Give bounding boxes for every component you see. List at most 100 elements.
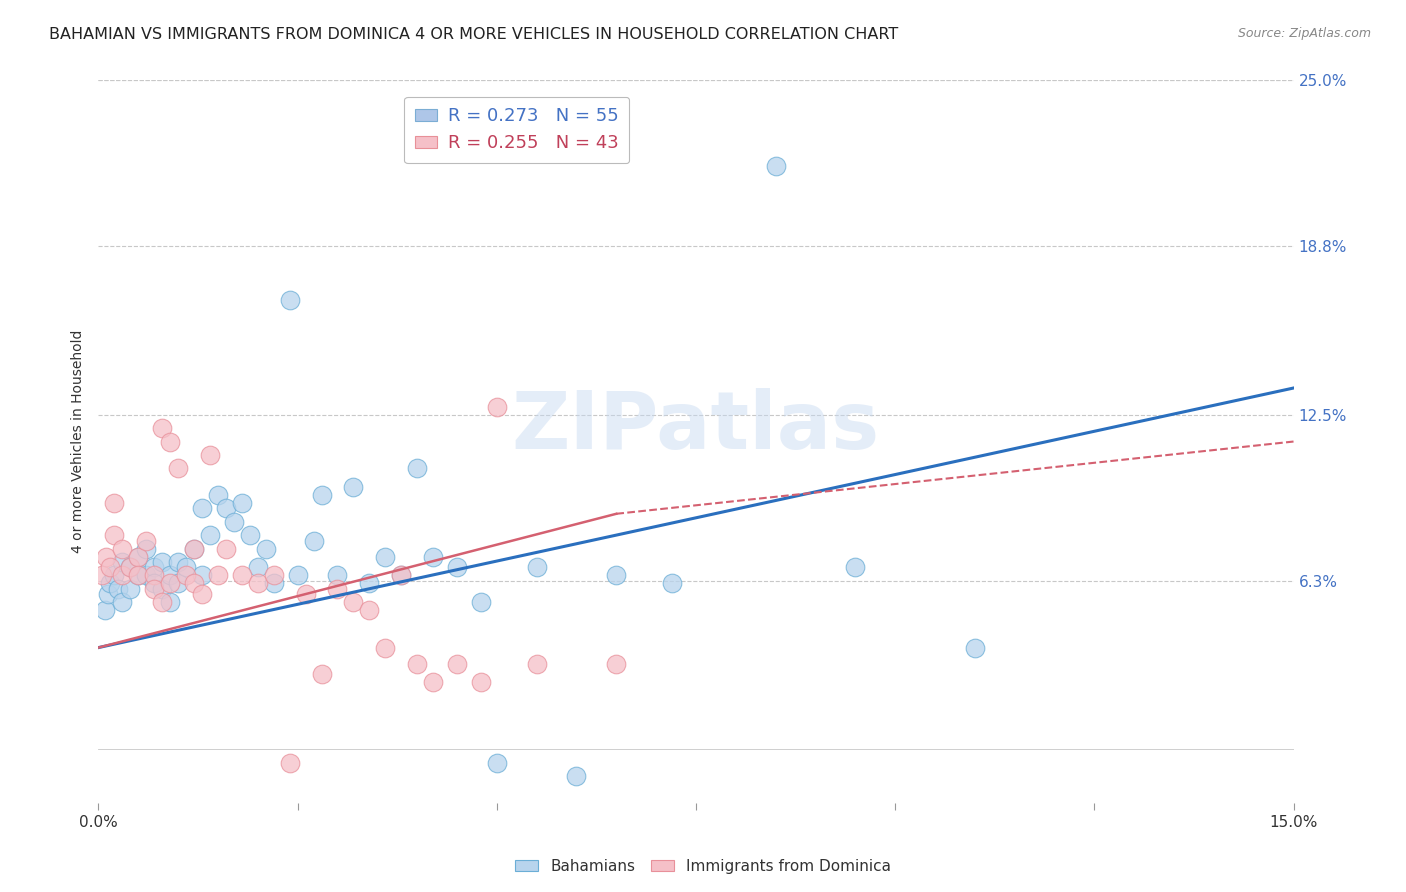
Point xyxy=(97,587,120,601)
Point xyxy=(127,549,149,564)
Text: Source: ZipAtlas.com: Source: ZipAtlas.com xyxy=(1237,27,1371,40)
Point xyxy=(120,582,142,596)
Point xyxy=(127,568,149,582)
Point xyxy=(120,560,142,574)
Point xyxy=(135,541,157,556)
Point xyxy=(111,541,134,556)
Point xyxy=(446,657,468,671)
Point xyxy=(374,549,396,564)
Point xyxy=(159,568,181,582)
Point xyxy=(470,675,492,690)
Point xyxy=(263,576,285,591)
Point xyxy=(311,488,333,502)
Point xyxy=(287,568,309,582)
Point xyxy=(406,657,429,671)
Point xyxy=(94,603,117,617)
Point xyxy=(98,576,122,591)
Point xyxy=(311,667,333,681)
Point xyxy=(150,421,173,435)
Point xyxy=(844,560,866,574)
Point xyxy=(231,496,253,510)
Point xyxy=(103,528,125,542)
Point xyxy=(374,640,396,655)
Point xyxy=(605,657,627,671)
Point xyxy=(246,576,269,591)
Point xyxy=(183,541,205,556)
Point xyxy=(222,515,245,529)
Point xyxy=(103,496,125,510)
Point xyxy=(359,603,381,617)
Point xyxy=(278,293,301,307)
Text: BAHAMIAN VS IMMIGRANTS FROM DOMINICA 4 OR MORE VEHICLES IN HOUSEHOLD CORRELATION: BAHAMIAN VS IMMIGRANTS FROM DOMINICA 4 O… xyxy=(49,27,898,42)
Point xyxy=(91,568,114,582)
Point xyxy=(294,587,316,601)
Point xyxy=(135,568,157,582)
Point xyxy=(174,560,197,574)
Point xyxy=(565,769,588,783)
Point xyxy=(191,587,214,601)
Point xyxy=(661,576,683,591)
Point xyxy=(150,595,173,609)
Point xyxy=(183,541,205,556)
Point xyxy=(198,448,221,462)
Point xyxy=(605,568,627,582)
Point xyxy=(326,568,349,582)
Point xyxy=(254,541,277,556)
Point xyxy=(470,595,492,609)
Point xyxy=(215,501,238,516)
Point xyxy=(342,480,364,494)
Point xyxy=(191,501,214,516)
Point xyxy=(159,576,181,591)
Point xyxy=(127,549,149,564)
Point xyxy=(127,568,149,582)
Point xyxy=(526,657,548,671)
Point xyxy=(111,595,134,609)
Point xyxy=(263,568,285,582)
Point xyxy=(98,560,122,574)
Point xyxy=(246,560,269,574)
Point xyxy=(215,541,238,556)
Point xyxy=(143,568,166,582)
Point xyxy=(446,560,468,574)
Point xyxy=(143,576,166,591)
Point xyxy=(207,488,229,502)
Point xyxy=(150,555,173,569)
Point xyxy=(422,675,444,690)
Point xyxy=(183,576,205,591)
Point xyxy=(326,582,349,596)
Point xyxy=(159,595,181,609)
Point xyxy=(143,560,166,574)
Point xyxy=(239,528,262,542)
Point xyxy=(167,576,190,591)
Point xyxy=(389,568,412,582)
Point xyxy=(359,576,381,591)
Point xyxy=(174,568,197,582)
Point xyxy=(96,549,118,564)
Point xyxy=(406,461,429,475)
Point xyxy=(120,560,142,574)
Legend: R = 0.273   N = 55, R = 0.255   N = 43: R = 0.273 N = 55, R = 0.255 N = 43 xyxy=(405,96,628,163)
Point xyxy=(485,400,508,414)
Legend: Bahamians, Immigrants from Dominica: Bahamians, Immigrants from Dominica xyxy=(509,853,897,880)
Point xyxy=(485,756,508,770)
Point xyxy=(963,640,986,655)
Point xyxy=(191,568,214,582)
Point xyxy=(526,560,548,574)
Point xyxy=(207,568,229,582)
Point xyxy=(167,555,190,569)
Point xyxy=(167,461,190,475)
Point xyxy=(231,568,253,582)
Point xyxy=(342,595,364,609)
Point xyxy=(765,159,787,173)
Point xyxy=(143,582,166,596)
Point xyxy=(111,568,134,582)
Point xyxy=(103,568,125,582)
Point xyxy=(198,528,221,542)
Y-axis label: 4 or more Vehicles in Household: 4 or more Vehicles in Household xyxy=(72,330,86,553)
Point xyxy=(107,582,129,596)
Point xyxy=(135,533,157,548)
Point xyxy=(159,434,181,449)
Point xyxy=(422,549,444,564)
Point xyxy=(111,555,134,569)
Text: ZIPatlas: ZIPatlas xyxy=(512,388,880,467)
